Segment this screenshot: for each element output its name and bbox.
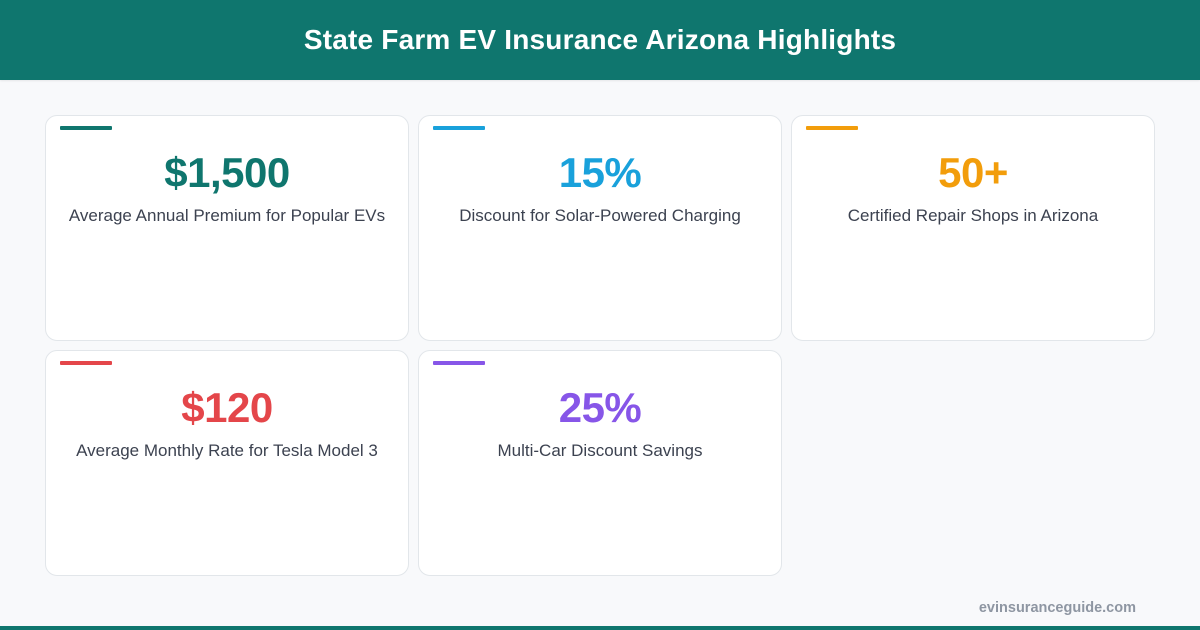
card-accent-bar	[806, 126, 858, 130]
stat-value: 50+	[938, 149, 1008, 196]
stat-value: $1,500	[164, 149, 290, 196]
stat-label: Average Monthly Rate for Tesla Model 3	[76, 441, 378, 460]
stat-card-solar-discount: 15% Discount for Solar-Powered Charging	[418, 115, 782, 341]
card-accent-bar	[433, 361, 485, 365]
bottom-accent-bar	[0, 626, 1200, 630]
stat-label: Multi-Car Discount Savings	[497, 441, 703, 460]
stat-card-monthly-rate: $120 Average Monthly Rate for Tesla Mode…	[45, 350, 409, 576]
stat-value: 25%	[558, 384, 642, 431]
stats-grid: $1,500 Average Annual Premium for Popula…	[45, 115, 1155, 576]
header-banner: State Farm EV Insurance Arizona Highligh…	[0, 0, 1200, 80]
stat-card-annual-premium: $1,500 Average Annual Premium for Popula…	[45, 115, 409, 341]
stat-card-multi-car-discount: 25% Multi-Car Discount Savings	[418, 350, 782, 576]
card-accent-bar	[433, 126, 485, 130]
card-accent-bar	[60, 361, 112, 365]
stat-label: Average Annual Premium for Popular EVs	[68, 206, 386, 225]
site-url[interactable]: evinsuranceguide.com	[978, 600, 1136, 616]
card-accent-bar	[60, 126, 112, 130]
page-title: State Farm EV Insurance Arizona Highligh…	[303, 24, 897, 55]
stat-card-repair-shops: 50+ Certified Repair Shops in Arizona	[791, 115, 1155, 341]
stat-value: 15%	[558, 149, 642, 196]
stat-label: Discount for Solar-Powered Charging	[459, 206, 741, 225]
stat-value: $120	[181, 384, 273, 431]
stat-label: Certified Repair Shops in Arizona	[847, 206, 1099, 225]
